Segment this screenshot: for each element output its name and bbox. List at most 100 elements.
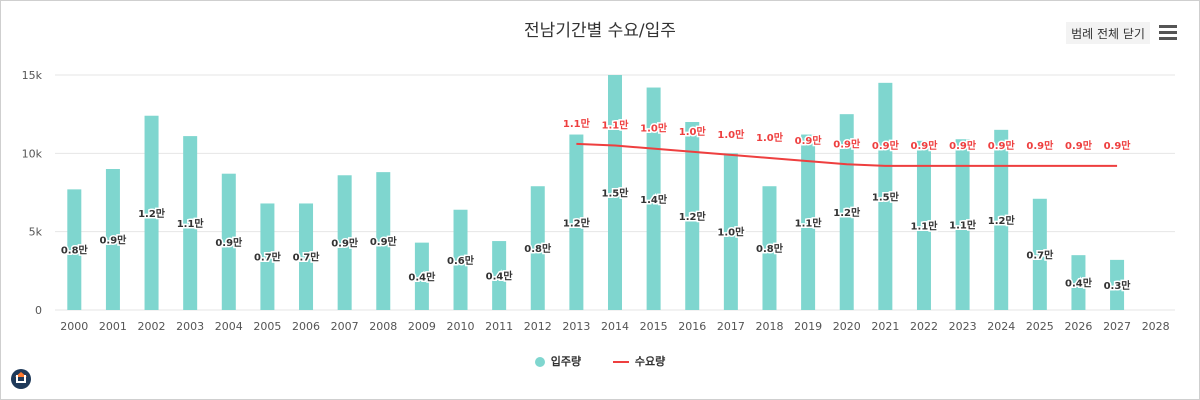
line-value-label: 1.1만	[563, 117, 591, 130]
bar-value-label: 1.2만	[563, 216, 591, 229]
x-tick-label: 2016	[678, 320, 706, 333]
line-value-label: 0.9만	[988, 139, 1016, 152]
hamburger-menu-icon[interactable]	[1159, 25, 1177, 41]
x-tick-label: 2026	[1064, 320, 1092, 333]
chart-legend: 입주량 수요량	[0, 353, 1200, 369]
legend-bar-label: 입주량	[550, 355, 582, 368]
line-value-label: 0.9만	[1065, 139, 1093, 152]
line-value-label: 1.0만	[640, 122, 668, 135]
bar	[916, 140, 931, 310]
chart-title: 전남기간별 수요/입주	[524, 21, 676, 41]
x-tick-label: 2007	[331, 320, 359, 333]
x-tick-label: 2000	[60, 320, 88, 333]
bar-value-label: 0.9만	[99, 234, 127, 247]
y-tick-label: 10k	[22, 147, 43, 160]
bar	[1032, 198, 1047, 310]
bar	[1110, 259, 1125, 310]
x-tick-label: 2006	[292, 320, 320, 333]
line-value-label: 0.9만	[872, 139, 900, 152]
bar-value-label: 0.8만	[524, 242, 552, 255]
line-value-label: 0.9만	[833, 137, 861, 150]
bar-value-label: 1.1만	[177, 217, 205, 230]
bar	[685, 122, 700, 310]
x-tick-label: 2009	[408, 320, 436, 333]
bar	[453, 209, 468, 310]
bar	[492, 241, 507, 310]
y-tick-label: 5k	[29, 226, 43, 239]
line-value-label: 1.0만	[756, 131, 784, 144]
x-tick-label: 2023	[949, 320, 977, 333]
bar	[801, 134, 816, 310]
bar	[299, 203, 314, 310]
bar-value-label: 0.9만	[370, 235, 398, 248]
y-tick-label: 15k	[22, 69, 43, 82]
bar	[955, 139, 970, 310]
x-tick-label: 2018	[755, 320, 783, 333]
x-tick-label: 2014	[601, 320, 629, 333]
x-tick-label: 2008	[369, 320, 397, 333]
x-tick-label: 2017	[717, 320, 745, 333]
x-tick-label: 2012	[524, 320, 552, 333]
bar-value-label: 1.1만	[911, 219, 939, 232]
x-tick-label: 2003	[176, 320, 204, 333]
bar-value-label: 1.2만	[679, 210, 707, 223]
x-tick-label: 2027	[1103, 320, 1131, 333]
bar-value-label: 0.9만	[331, 237, 359, 250]
bar-value-label: 1.0만	[717, 226, 745, 239]
x-tick-label: 2024	[987, 320, 1015, 333]
bar-value-label: 1.2만	[988, 214, 1016, 227]
legend-bar-swatch	[534, 357, 545, 367]
bar-value-label: 1.1만	[949, 219, 977, 232]
bar	[569, 134, 584, 310]
bar-value-label: 0.8만	[756, 242, 784, 255]
line-value-label: 1.0만	[679, 125, 707, 138]
x-tick-label: 2004	[215, 320, 243, 333]
bar-value-label: 0.7만	[254, 251, 282, 264]
legend-line-swatch	[612, 361, 629, 363]
line-value-label: 0.9만	[949, 139, 977, 152]
legend-toggle-button[interactable]: 범례 전체 닫기	[1066, 22, 1150, 44]
bar	[221, 173, 236, 310]
bar	[608, 75, 622, 310]
legend-line-label: 수요량	[634, 355, 666, 368]
x-tick-label: 2022	[910, 320, 938, 333]
bar-value-label: 1.5만	[602, 187, 630, 200]
bar	[376, 172, 391, 310]
x-tick-label: 2010	[447, 320, 475, 333]
bar-value-label: 1.1만	[795, 216, 823, 229]
bar-value-label: 1.2만	[833, 206, 861, 219]
bar-value-label: 0.3만	[1104, 279, 1132, 292]
bar-value-label: 0.8만	[61, 244, 89, 257]
bar-value-label: 0.6만	[447, 254, 475, 267]
line-value-label: 1.1만	[602, 119, 630, 132]
bar	[762, 186, 777, 310]
x-tick-label: 2025	[1026, 320, 1054, 333]
x-tick-label: 2013	[562, 320, 590, 333]
bar-value-label: 0.4만	[408, 270, 436, 283]
bar-value-label: 1.2만	[138, 207, 166, 220]
x-tick-label: 2020	[833, 320, 861, 333]
bar-value-label: 0.9만	[215, 236, 243, 249]
line-value-label: 0.9만	[1026, 139, 1054, 152]
y-tick-label: 0	[35, 304, 42, 317]
home-logo-icon[interactable]	[11, 369, 31, 389]
x-tick-label: 2005	[253, 320, 281, 333]
x-tick-label: 2002	[138, 320, 166, 333]
bar	[260, 203, 275, 310]
bar	[878, 82, 893, 310]
bar	[994, 129, 1009, 310]
legend-item-line[interactable]: 수요량	[612, 353, 666, 369]
demand-line	[576, 142, 1118, 167]
bar	[183, 136, 198, 310]
bar-value-label: 1.5만	[872, 190, 900, 203]
bar	[337, 175, 352, 310]
line-value-label: 0.9만	[911, 139, 939, 152]
bar-value-label: 0.4만	[486, 270, 514, 283]
line-value-label: 1.0만	[717, 128, 745, 141]
bar-value-label: 0.4만	[1065, 277, 1093, 290]
bar-value-label: 0.7만	[1026, 248, 1054, 261]
bar-value-label: 1.4만	[640, 193, 668, 206]
legend-item-bars[interactable]: 입주량	[534, 353, 582, 369]
x-tick-label: 2015	[640, 320, 668, 333]
